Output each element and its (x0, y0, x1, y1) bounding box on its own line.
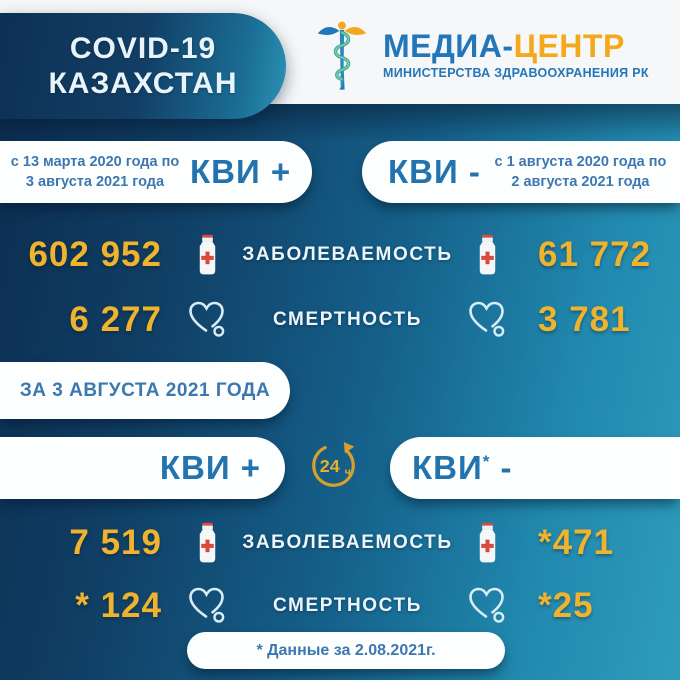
medicine-bottle-icon (175, 222, 240, 287)
covid-banner-line1: COVID-19 (69, 31, 217, 65)
cumulative-stats: 602 952 ЗАБОЛЕВАЕМОСТЬ 61 772 6 277 (0, 222, 680, 352)
kvi-plus-label: КВИ + (190, 153, 292, 190)
daily-kvi-plus-pill: КВИ + (0, 437, 285, 499)
kvi-minus-asterisk: * (482, 452, 491, 471)
cumulative-negative-period: с 1 августа 2020 года по 2 августа 2021 … (481, 152, 680, 193)
daily-stats: 7 519 ЗАБОЛЕВАЕМОСТЬ *471 * 124 (0, 512, 680, 637)
logo-title: МЕДИА-ЦЕНТР (383, 30, 649, 62)
footnote-pill: * Данные за 2.08.2021г. (187, 632, 505, 669)
cumulative-kvi-plus-pill: с 13 марта 2020 года по 3 августа 2021 г… (0, 141, 312, 203)
kvi-minus-label: КВИ - (388, 153, 481, 190)
cumulative-kvi-minus-pill: КВИ - с 1 августа 2020 года по 2 августа… (362, 141, 680, 203)
cumulative-incidence-negative: 61 772 (538, 234, 652, 274)
caduceus-icon (317, 21, 367, 90)
mortality-label: СМЕРТНОСТЬ (272, 594, 422, 616)
daily-mortality-negative: *25 (538, 585, 594, 625)
daily-mortality-positive: * 124 (75, 585, 162, 625)
cumulative-positive-period: с 13 марта 2020 года по 3 августа 2021 г… (0, 152, 190, 193)
period-line: 2 августа 2021 года (511, 174, 650, 190)
period-line: с 1 августа 2020 года по (494, 153, 667, 170)
daily-kvi-plus-label: КВИ + (159, 449, 261, 486)
heart-stethoscope-icon (175, 287, 240, 352)
covid-kazakhstan-banner: COVID-19 КАЗАХСТАН (0, 13, 286, 119)
daily-incidence-positive: 7 519 (69, 523, 162, 563)
daily-kvi-minus-pill: КВИ* - (390, 437, 680, 499)
cumulative-mortality-negative: 3 781 (538, 299, 631, 339)
covid-banner-line2: КАЗАХСТАН (48, 67, 238, 100)
period-line: с 13 марта 2020 года по (10, 153, 180, 170)
daily-incidence-negative: *471 (538, 523, 615, 563)
kvi-minus-tail: - (490, 449, 513, 486)
medicine-bottle-icon (455, 222, 520, 287)
clock-number: 24 (320, 456, 340, 476)
mortality-label: СМЕРТНОСТЬ (272, 308, 422, 330)
period-line: 3 августа 2021 года (25, 174, 165, 190)
cumulative-incidence-positive: 602 952 (28, 234, 162, 274)
daily-date-banner: ЗА 3 АВГУСТА 2021 ГОДА (0, 362, 290, 419)
logo-title-media: МЕДИА- (383, 28, 514, 64)
medicine-bottle-icon (175, 512, 240, 575)
media-center-logo: МЕДИА-ЦЕНТР МИНИСТЕРСТВА ЗДРАВООХРАНЕНИЯ… (316, 14, 649, 96)
incidence-label: ЗАБОЛЕВАЕМОСТЬ (242, 243, 453, 265)
medicine-bottle-icon (455, 512, 520, 575)
24h-clock-icon: 24 ч (312, 441, 355, 487)
heart-stethoscope-icon (455, 287, 520, 352)
heart-stethoscope-icon (455, 575, 520, 638)
heart-stethoscope-icon (175, 575, 240, 638)
daily-kvi-minus-label: КВИ* - (412, 449, 513, 487)
clock-suffix: ч (345, 467, 351, 478)
kvi-minus-base: КВИ (412, 449, 483, 486)
logo-text-block: МЕДИА-ЦЕНТР МИНИСТЕРСТВА ЗДРАВООХРАНЕНИЯ… (383, 30, 649, 80)
logo-title-center: ЦЕНТР (513, 28, 625, 64)
logo-subtitle: МИНИСТЕРСТВА ЗДРАВООХРАНЕНИЯ РК (383, 66, 649, 80)
cumulative-mortality-positive: 6 277 (69, 299, 162, 339)
incidence-label: ЗАБОЛЕВАЕМОСТЬ (242, 532, 453, 554)
